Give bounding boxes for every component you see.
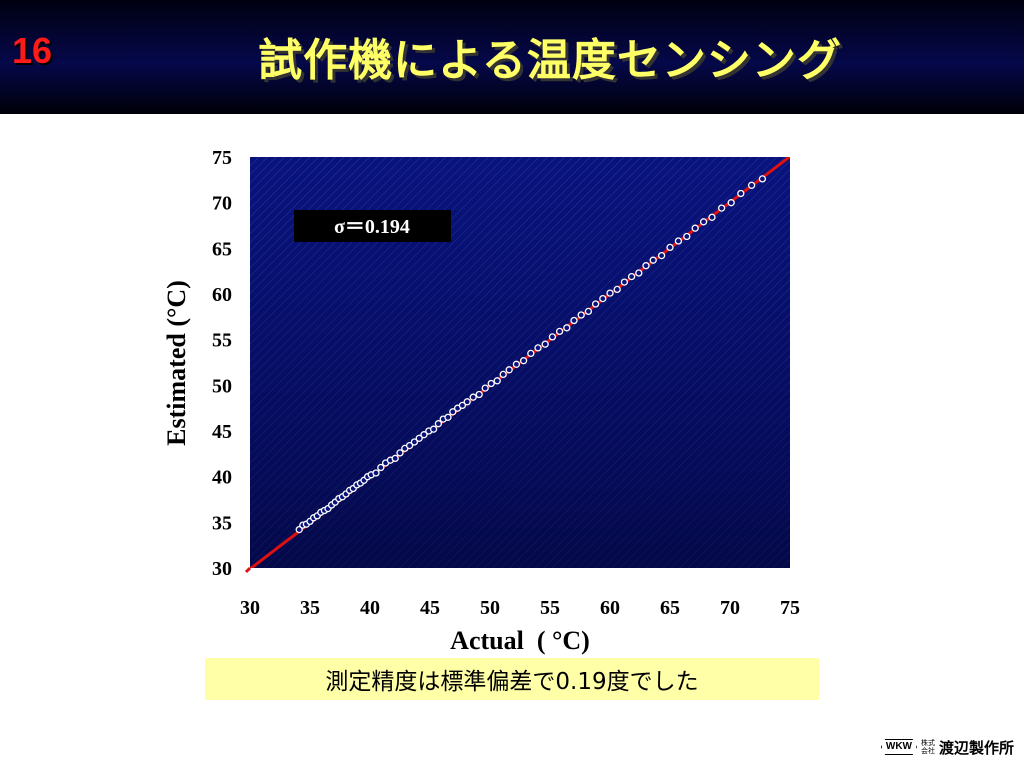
- sigma-annotation: σ＝0.194: [294, 210, 451, 242]
- data-point: [708, 213, 716, 221]
- y-tick-label: 75: [212, 147, 232, 169]
- data-point: [613, 285, 621, 294]
- x-tick-label: 55: [540, 597, 560, 619]
- data-point: [493, 377, 501, 385]
- data-point: [599, 294, 607, 303]
- y-tick-label: 40: [212, 467, 232, 489]
- data-point: [727, 199, 735, 207]
- data-point: [591, 300, 600, 308]
- y-tick-label: 35: [212, 512, 232, 534]
- data-point: [674, 237, 683, 245]
- caption-box: 測定精度は標準偏差で0.19度でした: [205, 658, 819, 700]
- data-point: [429, 425, 438, 433]
- data-point: [635, 269, 643, 277]
- data-point: [434, 420, 443, 428]
- x-tick-label: 35: [300, 597, 320, 619]
- y-tick-label: 60: [212, 284, 232, 306]
- data-point: [548, 333, 557, 341]
- x-tick-label: 30: [240, 597, 260, 619]
- data-point: [584, 307, 593, 316]
- company-logo: WKW 株式 会社 渡辺製作所: [880, 738, 1014, 757]
- x-tick-label: 70: [720, 597, 740, 619]
- data-point: [499, 370, 507, 379]
- data-point: [649, 256, 657, 264]
- y-tick-label: 55: [212, 330, 232, 352]
- y-tick-label: 45: [212, 421, 232, 443]
- data-point: [512, 360, 521, 368]
- data-point: [487, 379, 495, 388]
- slide-title: 試作機による温度センシング: [258, 35, 842, 86]
- data-point: [758, 175, 767, 183]
- data-point: [469, 393, 477, 401]
- data-point: [410, 438, 419, 446]
- y-tick-label: 50: [212, 375, 232, 397]
- y-tick-label: 30: [212, 558, 232, 580]
- data-point: [627, 272, 636, 281]
- data-point: [541, 340, 549, 348]
- data-point: [534, 344, 542, 352]
- data-point: [444, 413, 452, 421]
- data-point: [577, 311, 585, 319]
- data-point: [737, 189, 745, 198]
- data-point: [691, 224, 699, 232]
- data-point: [405, 441, 414, 450]
- data-point: [458, 401, 467, 410]
- data-point: [527, 349, 535, 358]
- x-tick-label: 40: [360, 597, 380, 619]
- data-point: [563, 324, 571, 332]
- data-point: [449, 408, 457, 416]
- data-point: [420, 431, 428, 439]
- data-point: [505, 366, 513, 374]
- x-tick-label: 50: [480, 597, 500, 619]
- data-point: [717, 204, 726, 212]
- data-point: [415, 434, 423, 442]
- data-point: [519, 357, 528, 365]
- y-tick-label: 70: [212, 193, 232, 215]
- data-point: [747, 181, 756, 189]
- y-axis-title: Estimated (°C): [162, 280, 191, 446]
- data-point: [699, 218, 708, 226]
- data-point: [475, 390, 483, 399]
- sigma-label: σ＝0.194: [334, 216, 410, 238]
- x-tick-label: 75: [780, 597, 800, 619]
- fit-line-tail: [244, 566, 252, 574]
- data-point: [391, 454, 399, 463]
- x-tick-label: 60: [600, 597, 620, 619]
- data-point: [295, 525, 303, 534]
- slide-header: 16 試作機による温度センシング: [0, 0, 1024, 114]
- data-point: [683, 232, 691, 241]
- data-point: [606, 289, 614, 297]
- data-point: [620, 278, 629, 286]
- data-point: [463, 398, 471, 406]
- scatter-chart: 30 35 40 45 50 55 60 65 70 75 30 35 40 45 50 55 60 65 70 7…: [162, 147, 800, 655]
- logo-company-name: 渡辺製作所: [938, 738, 1014, 757]
- y-tick-label: 65: [212, 238, 232, 260]
- data-point: [372, 469, 380, 477]
- logo-kaisha: 株式 会社: [920, 739, 935, 755]
- logo-mark: WKW: [880, 739, 917, 755]
- data-point: [481, 384, 489, 392]
- x-axis-title: Actual ( °C): [450, 626, 590, 655]
- data-point: [377, 463, 385, 472]
- caption-text: 測定精度は標準偏差で0.19度でした: [325, 669, 699, 695]
- data-point: [570, 316, 578, 325]
- data-point: [642, 262, 650, 270]
- slide-number: 16: [12, 30, 53, 71]
- data-point: [396, 449, 404, 457]
- x-tick-label: 45: [420, 597, 440, 619]
- x-tick-label: 65: [660, 597, 680, 619]
- data-point: [657, 251, 666, 260]
- data-point: [666, 243, 674, 252]
- data-point: [555, 327, 564, 336]
